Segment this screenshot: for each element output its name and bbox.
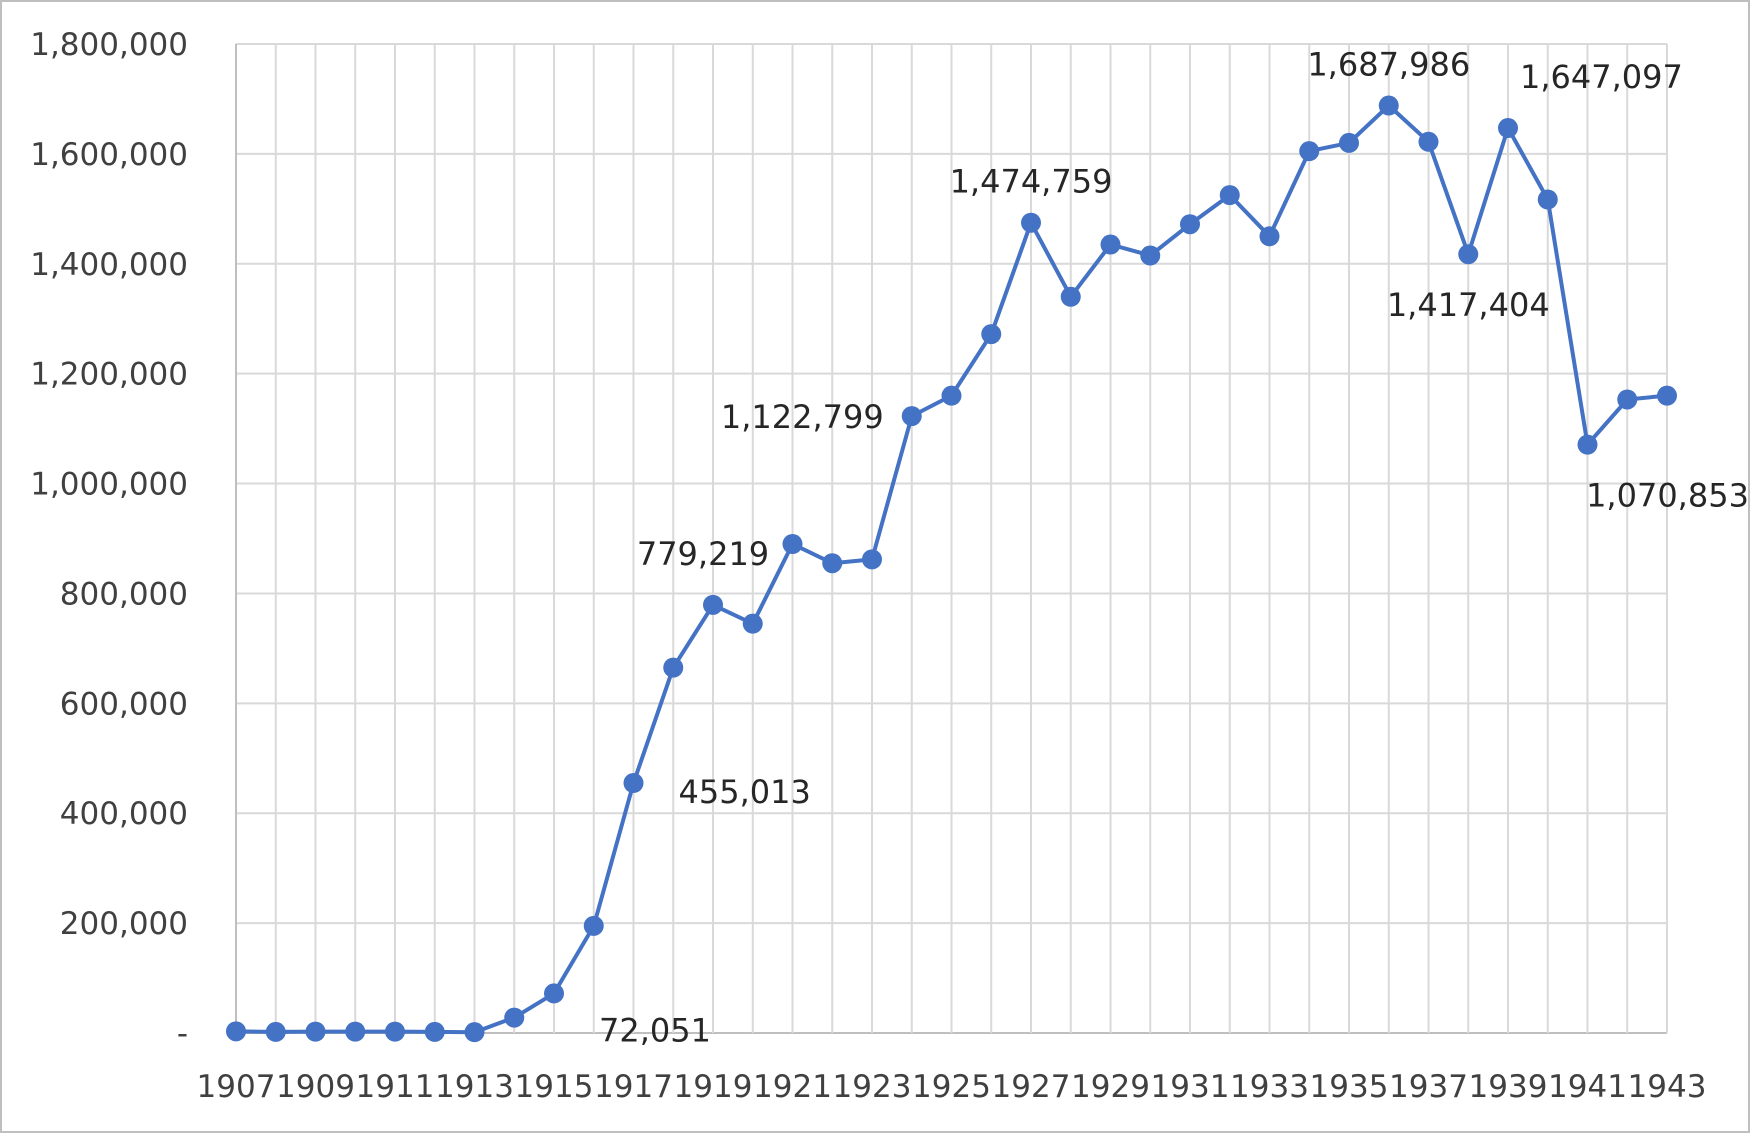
y-tick-label: 600,000 <box>60 686 188 722</box>
data-label: 72,051 <box>599 1011 711 1049</box>
data-point <box>703 594 723 615</box>
series-layer <box>226 95 1677 1043</box>
x-tick-label: 1939 <box>1469 1069 1548 1105</box>
x-tick-label: 1907 <box>197 1069 276 1105</box>
data-point <box>782 533 803 554</box>
data-label: 1,417,404 <box>1387 286 1550 324</box>
data-point <box>981 324 1002 345</box>
data-label: 1,122,799 <box>721 398 884 436</box>
data-point <box>1577 434 1598 455</box>
x-tick-label: 1915 <box>515 1069 594 1105</box>
y-tick-label: 1,200,000 <box>30 357 188 393</box>
data-point <box>901 406 922 427</box>
data-point <box>265 1021 286 1042</box>
data-point <box>1378 95 1399 116</box>
data-point <box>464 1022 485 1043</box>
y-tick-label: 1,600,000 <box>30 137 188 173</box>
y-tick-label: 400,000 <box>60 796 188 832</box>
data-label: 779,219 <box>637 535 769 573</box>
x-tick-label: 1913 <box>435 1069 514 1105</box>
y-tick-label: - <box>177 1016 188 1052</box>
data-point <box>1458 244 1479 265</box>
data-point <box>305 1021 326 1042</box>
data-point <box>1180 214 1200 235</box>
data-point <box>1021 212 1041 233</box>
x-tick-label: 1941 <box>1548 1069 1627 1105</box>
data-point <box>583 915 604 936</box>
x-tick-label: 1911 <box>356 1069 435 1105</box>
data-point <box>1498 118 1518 139</box>
data-point <box>941 385 962 406</box>
x-tick-label: 1937 <box>1389 1069 1468 1105</box>
data-point <box>1299 141 1320 162</box>
data-point <box>862 549 882 570</box>
data-point <box>822 553 843 574</box>
data-point <box>1100 234 1121 255</box>
y-tick-label: 1,800,000 <box>30 27 188 63</box>
y-tick-label: 200,000 <box>60 906 188 942</box>
data-label: 1,070,853 <box>1586 477 1749 515</box>
data-point <box>1140 245 1161 266</box>
data-point <box>623 772 644 793</box>
data-point <box>1657 385 1677 406</box>
data-label: 1,647,097 <box>1520 58 1683 96</box>
y-tick-label: 1,000,000 <box>30 467 188 503</box>
data-point <box>663 657 684 678</box>
x-tick-label: 1917 <box>594 1069 673 1105</box>
grid-layer <box>235 43 1668 1034</box>
data-point <box>1537 189 1558 210</box>
data-label: 1,687,986 <box>1307 46 1470 84</box>
data-label: 455,013 <box>679 773 811 811</box>
data-point <box>385 1021 405 1042</box>
y-tick-label: 1,400,000 <box>30 247 188 283</box>
data-point <box>504 1007 525 1028</box>
data-point <box>544 983 564 1004</box>
data-point <box>1219 185 1240 206</box>
x-tick-label: 1925 <box>912 1069 991 1105</box>
x-tick-label: 1929 <box>1071 1069 1150 1105</box>
label-layer: 72,051 455,013 779,219 1,122,799 1,474,759 1,… <box>599 46 1749 1050</box>
axis-layer: - 200,000 400,000 600,000 800,000 1,000,000 1,… <box>30 27 1706 1105</box>
data-point <box>226 1021 246 1042</box>
data-point <box>1339 132 1359 153</box>
y-tick-label: 800,000 <box>60 576 188 612</box>
x-tick-label: 1923 <box>833 1069 912 1105</box>
x-tick-label: 1909 <box>276 1069 355 1105</box>
x-tick-label: 1935 <box>1310 1069 1389 1105</box>
data-label: 1,474,759 <box>950 163 1113 201</box>
data-point <box>1617 389 1638 410</box>
data-point <box>1259 226 1280 247</box>
data-point <box>1418 131 1439 152</box>
x-tick-label: 1933 <box>1230 1069 1309 1105</box>
data-point <box>345 1021 366 1042</box>
x-tick-label: 1921 <box>753 1069 832 1105</box>
x-tick-label: 1943 <box>1628 1069 1707 1105</box>
x-tick-label: 1919 <box>674 1069 753 1105</box>
x-tick-label: 1927 <box>992 1069 1071 1105</box>
data-point <box>424 1021 445 1042</box>
x-tick-label: 1931 <box>1151 1069 1230 1105</box>
data-point <box>1060 286 1081 307</box>
data-point <box>742 613 763 634</box>
